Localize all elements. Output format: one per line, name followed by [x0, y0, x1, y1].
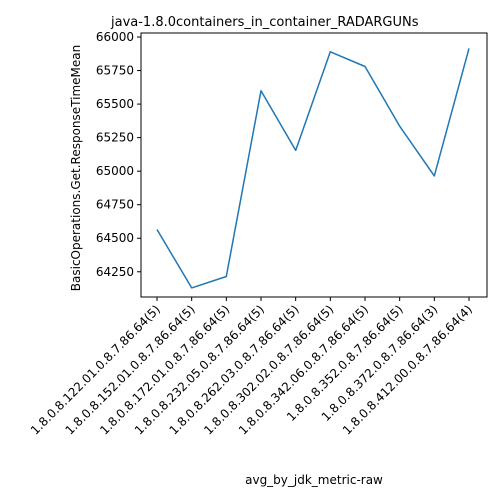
y-axis-label: BasicOperations.Get.ResponseTimeMean [69, 45, 83, 291]
y-tick-label: 64500 [96, 231, 134, 245]
x-axis-ticks: 1.8.0.8.122.01.0.8.7.86.64(5)1.8.0.8.152… [28, 297, 475, 438]
y-tick-label: 65000 [96, 164, 134, 178]
y-tick-label: 65750 [96, 64, 134, 78]
y-tick-label: 66000 [96, 30, 134, 44]
y-tick-label: 64250 [96, 265, 134, 279]
y-tick-label: 64750 [96, 198, 134, 212]
y-tick-label: 65500 [96, 97, 134, 111]
chart-title: java-1.8.0containers_in_container_RADARG… [110, 15, 419, 30]
y-tick-label: 65250 [96, 131, 134, 145]
x-axis-label: avg_by_jdk_metric-raw [245, 473, 383, 487]
plot-lines [156, 48, 470, 289]
plot-frame [140, 32, 488, 298]
y-axis-ticks: 64250 64500 64750 65000 65250 65500 65750 66000 [96, 30, 141, 279]
series-line [156, 48, 470, 289]
